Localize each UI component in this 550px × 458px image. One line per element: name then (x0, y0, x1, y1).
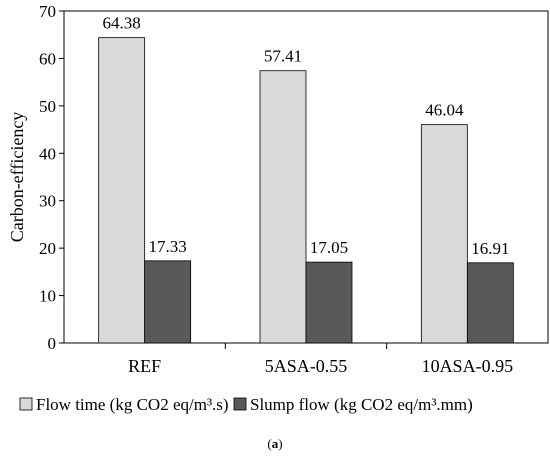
y-tick-label: 0 (48, 334, 57, 353)
y-tick-label: 70 (39, 2, 56, 21)
y-axis-title: Carbon-efficiency (7, 112, 27, 243)
bar (305, 261, 353, 344)
legend-swatch (233, 397, 247, 411)
data-label: 17.05 (310, 238, 348, 257)
legend-label: Flow time (kg CO2 eq/m³.s) (36, 395, 229, 414)
x-tick-label: 5ASA-0.55 (265, 356, 348, 376)
bar (259, 70, 307, 344)
bar (466, 262, 514, 344)
x-tick-label: 10ASA-0.95 (422, 356, 514, 376)
data-label: 16.91 (471, 239, 509, 258)
bar (420, 124, 468, 344)
y-tick-label: 30 (39, 192, 56, 211)
y-tick-label: 10 (39, 287, 56, 306)
figure-caption-letter: a (271, 436, 279, 451)
data-label: 64.38 (103, 14, 141, 33)
figure-caption: (a) (267, 436, 283, 451)
y-tick-label: 20 (39, 239, 56, 258)
legend-label: Slump flow (kg CO2 eq/m³.mm) (250, 395, 473, 414)
data-label: 57.41 (264, 47, 302, 66)
data-label: 46.04 (425, 101, 464, 120)
y-tick-label: 40 (39, 144, 56, 163)
y-tick-label: 50 (39, 97, 56, 116)
y-tick-label: 60 (39, 49, 56, 68)
legend-swatch (19, 397, 33, 411)
bar (144, 260, 192, 344)
data-label: 17.33 (149, 237, 187, 256)
bar (98, 37, 146, 344)
bar-chart: 0 10 20 30 40 50 60 70 Carbon-efficiency 64.38 17.… (7, 2, 549, 414)
x-tick-label: REF (128, 356, 161, 376)
